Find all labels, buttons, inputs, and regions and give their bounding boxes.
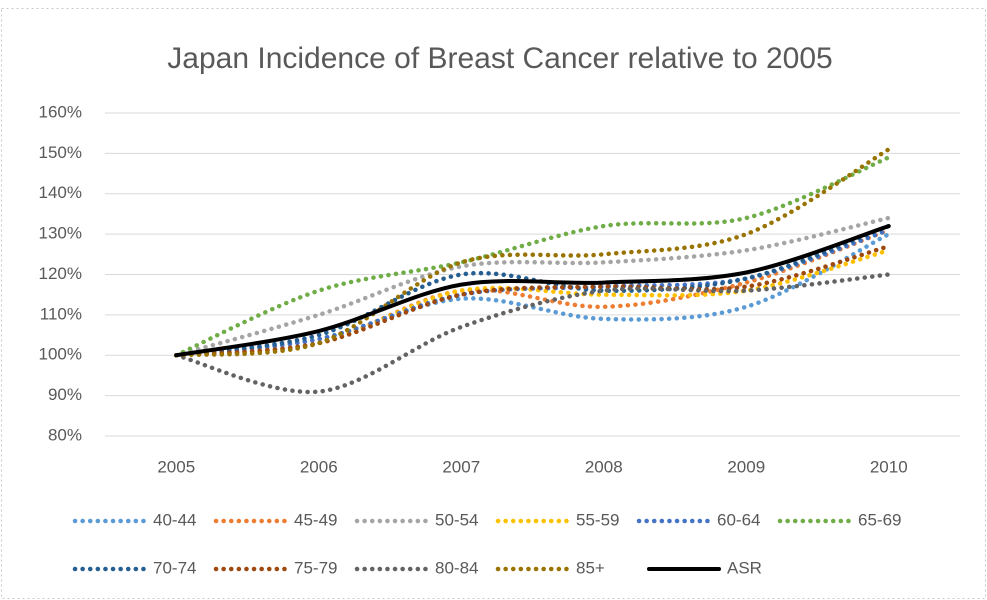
legend-label: 40-44: [153, 510, 196, 529]
y-tick-label: 90%: [48, 385, 82, 404]
x-tick-label: 2010: [870, 457, 908, 476]
series-line: [174, 223, 891, 358]
y-tick-label: 130%: [39, 224, 82, 243]
series-line: [174, 147, 891, 358]
legend-label: 50-54: [435, 510, 478, 529]
x-tick-label: 2006: [300, 457, 338, 476]
chart-title: Japan Incidence of Breast Cancer relativ…: [167, 42, 832, 75]
x-tick-label: 2008: [585, 457, 623, 476]
series-line: [174, 155, 891, 358]
x-tick-label: 2009: [727, 457, 765, 476]
y-tick-label: 100%: [39, 345, 82, 364]
series-line: [174, 215, 891, 358]
chart-border: [1, 8, 986, 599]
y-tick-label: 140%: [39, 183, 82, 202]
legend-label: 65-69: [858, 510, 901, 529]
legend-label: 70-74: [153, 558, 196, 577]
legend-label: 80-84: [435, 558, 478, 577]
x-tick-label: 2005: [157, 457, 195, 476]
legend-label: 85+: [576, 558, 605, 577]
y-tick-label: 160%: [39, 102, 82, 121]
legend-label: 60-64: [717, 510, 760, 529]
y-tick-label: 120%: [39, 264, 82, 283]
legend-label: 75-79: [294, 558, 337, 577]
y-tick-label: 150%: [39, 143, 82, 162]
x-tick-label: 2007: [442, 457, 480, 476]
y-tick-label: 110%: [40, 304, 82, 323]
legend-label: 45-49: [294, 510, 337, 529]
series-line: [174, 224, 891, 358]
y-tick-label: 80%: [48, 425, 82, 444]
legend-label: 55-59: [576, 510, 619, 529]
series-line: [174, 272, 891, 395]
legend-label: ASR: [727, 558, 762, 577]
